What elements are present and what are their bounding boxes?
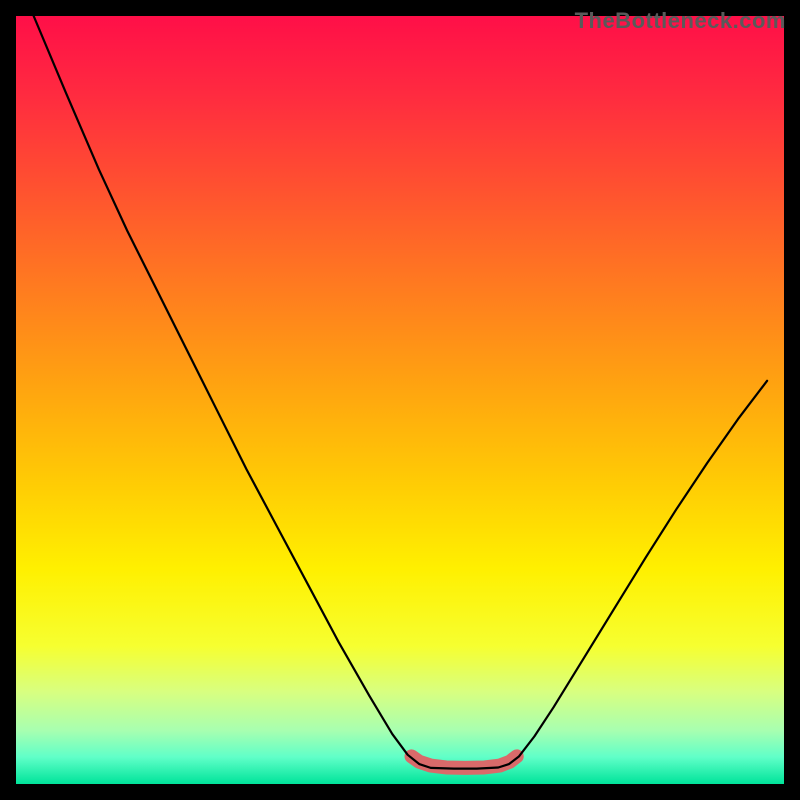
watermark-text: TheBottleneck.com — [575, 8, 786, 34]
chart-frame: TheBottleneck.com — [0, 0, 800, 800]
chart-background — [16, 16, 784, 784]
bottleneck-curve-chart — [0, 0, 800, 800]
